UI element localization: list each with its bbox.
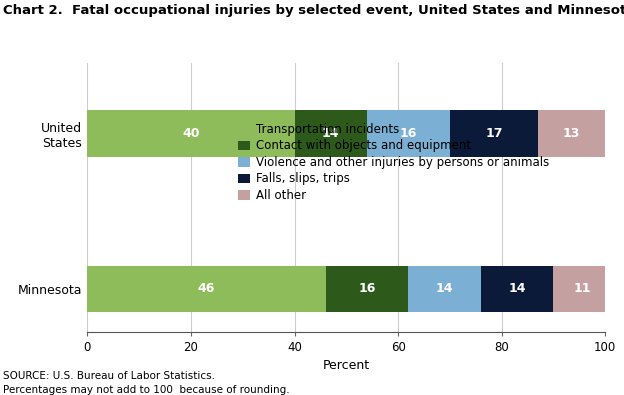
Text: 14: 14 [509,282,526,295]
Bar [326,265,409,312]
Bar [409,265,481,312]
Bar [553,265,610,312]
Text: SOURCE: U.S. Bureau of Labor Statistics.: SOURCE: U.S. Bureau of Labor Statistics. [3,371,215,381]
Text: 14: 14 [436,282,454,295]
Text: 14: 14 [322,127,339,140]
Text: 46: 46 [198,282,215,295]
Text: Chart 2.  Fatal occupational injuries by selected event, United States and Minne: Chart 2. Fatal occupational injuries by … [3,4,624,17]
Legend: Transportation incidents, Contact with objects and equipment, Violence and other: Transportation incidents, Contact with o… [238,123,549,202]
Bar [450,110,538,157]
Text: 16: 16 [400,127,417,140]
Bar [295,110,367,157]
Text: 17: 17 [485,127,503,140]
Bar [538,110,605,157]
Bar [481,265,553,312]
Bar [87,110,295,157]
Text: 11: 11 [573,282,591,295]
X-axis label: Percent: Percent [323,359,370,372]
Text: 13: 13 [563,127,580,140]
Bar [87,265,326,312]
Text: Percentages may not add to 100  because of rounding.: Percentages may not add to 100 because o… [3,385,290,395]
Text: 16: 16 [358,282,376,295]
Bar [367,110,450,157]
Text: 40: 40 [182,127,200,140]
